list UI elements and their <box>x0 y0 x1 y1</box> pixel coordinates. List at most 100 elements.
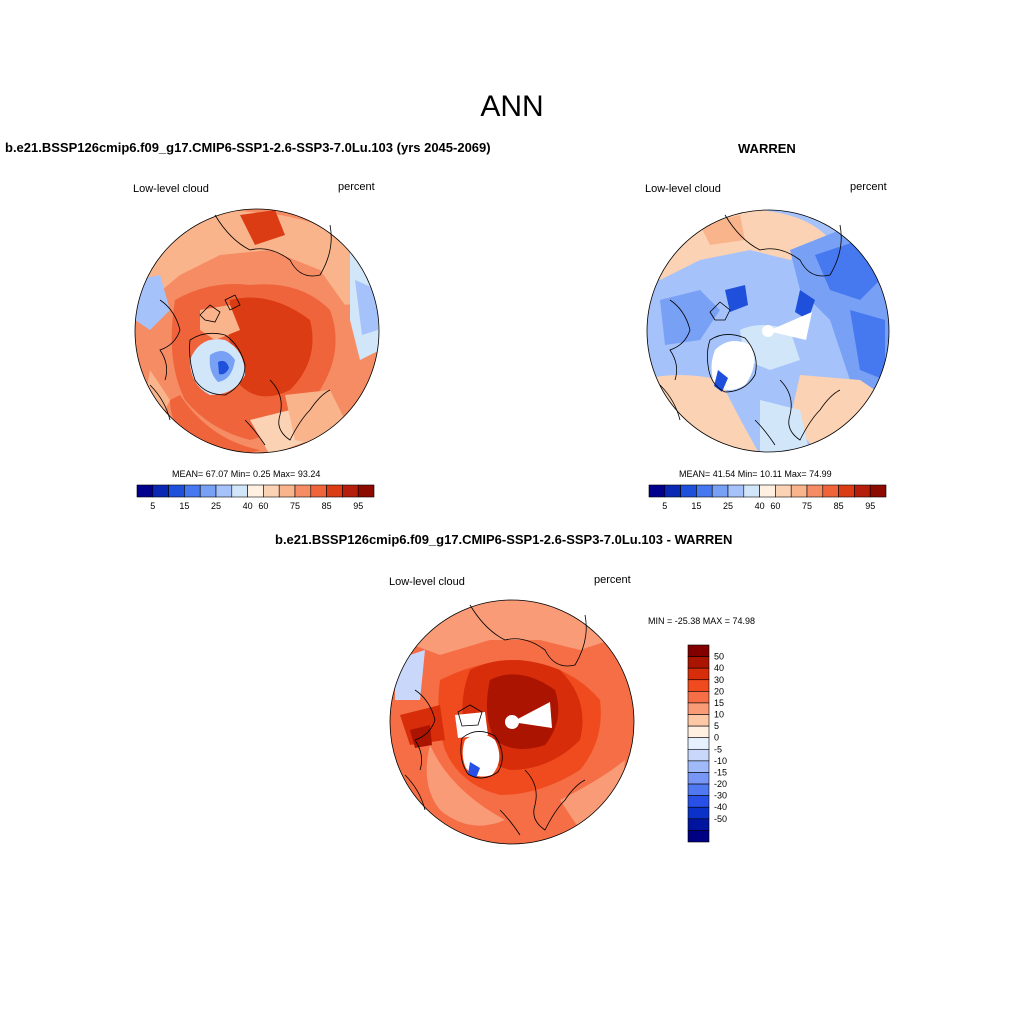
bottom-colorbar-tick-label: -20 <box>714 779 727 789</box>
right-colorbar-swatch <box>680 484 697 498</box>
bottom-stats: MIN = -25.38 MAX = 74.98 <box>648 616 756 626</box>
bottom-colorbar-swatch <box>687 806 710 820</box>
left-colorbar-tick-label: 25 <box>211 501 221 511</box>
right-colorbar-tick-label: 5 <box>662 501 667 511</box>
right-stats: MEAN= 41.54 Min= 10.11 Max= 74.99 <box>679 469 832 479</box>
left-panel-title: b.e21.BSSP126cmip6.f09_g17.CMIP6-SSP1-2.… <box>5 140 491 155</box>
bottom-variable-label: Low-level cloud <box>389 576 465 588</box>
left-colorbar-swatch <box>215 484 233 498</box>
left-colorbar-tick-label: 40 <box>243 501 253 511</box>
left-colorbar-swatch <box>310 484 327 498</box>
bottom-colorbar-swatch <box>687 667 710 681</box>
right-polar-map <box>647 210 889 452</box>
left-colorbar-tick-label: 5 <box>150 501 155 511</box>
right-colorbar-swatch <box>869 484 887 498</box>
bottom-colorbar-tick-label: 50 <box>714 652 724 662</box>
bottom-colorbar-swatch <box>687 783 710 796</box>
right-colorbar: 5 15 25 40 60 75 85 95 <box>648 484 887 511</box>
bottom-colorbar-tick-label: -30 <box>714 791 727 801</box>
right-colorbar-swatch <box>854 484 871 498</box>
right-colorbar-tick-label: 85 <box>834 501 844 511</box>
left-colorbar-tick-label: 85 <box>322 501 332 511</box>
right-colorbar-tick-label: 15 <box>691 501 701 511</box>
right-colorbar-swatch <box>711 484 729 498</box>
right-panel-title: WARREN <box>738 141 796 156</box>
left-colorbar-swatch <box>184 484 201 498</box>
left-colorbar-swatch <box>342 484 359 498</box>
bottom-colorbar-swatch <box>687 656 710 669</box>
left-colorbar-swatch <box>278 484 296 498</box>
right-colorbar-swatch <box>696 484 713 498</box>
left-colorbar-swatch <box>152 484 169 498</box>
bottom-colorbar-tick-label: 15 <box>714 698 724 708</box>
bottom-polar-map <box>390 600 634 844</box>
bottom-colorbar-tick-label: 20 <box>714 686 724 696</box>
left-colorbar-swatch <box>294 484 312 498</box>
left-colorbar-swatch <box>136 484 154 498</box>
bottom-colorbar-tick-label: -50 <box>714 814 727 824</box>
left-colorbar-swatch <box>199 484 217 498</box>
left-colorbar-tick-label: 75 <box>290 501 300 511</box>
right-map-boundary <box>646 209 890 453</box>
left-colorbar-tick-label: 15 <box>179 501 189 511</box>
right-colorbar-swatch <box>727 484 745 498</box>
bottom-colorbar-swatch <box>687 679 710 692</box>
right-colorbar-swatch <box>664 484 681 498</box>
bottom-colorbar-tick-label: -10 <box>714 756 727 766</box>
bottom-colorbar-tick-label: -40 <box>714 802 727 812</box>
left-stats: MEAN= 67.07 Min= 0.25 Max= 93.24 <box>172 469 321 479</box>
bottom-colorbar-tick-label: 0 <box>714 733 719 743</box>
left-colorbar-swatch <box>168 484 185 498</box>
bottom-colorbar-swatch <box>687 702 710 715</box>
right-colorbar-swatch <box>759 484 776 498</box>
right-colorbar-tick-label: 40 <box>755 501 765 511</box>
left-colorbar-swatch <box>231 484 248 498</box>
right-colorbar-swatch <box>775 484 792 498</box>
right-colorbar-tick-label: 60 <box>770 501 780 511</box>
left-polar-map <box>135 209 379 453</box>
bottom-colorbar-swatch <box>687 737 710 750</box>
right-colorbar-swatch <box>790 484 808 498</box>
right-colorbar-swatch <box>743 484 760 498</box>
bottom-panel-title: b.e21.BSSP126cmip6.f09_g17.CMIP6-SSP1-2.… <box>275 532 733 547</box>
bottom-map-boundary <box>389 599 635 845</box>
bottom-colorbar-swatch <box>687 760 710 773</box>
left-colorbar-tick-label: 95 <box>353 501 363 511</box>
bottom-colorbar-tick-label: 40 <box>714 663 724 673</box>
right-colorbar-swatch <box>648 484 666 498</box>
page-title: ANN <box>480 90 544 123</box>
right-variable-label: Low-level cloud <box>645 183 721 195</box>
right-colorbar-tick-label: 25 <box>723 501 733 511</box>
bottom-colorbar-swatch <box>687 748 710 762</box>
left-colorbar-swatch <box>247 484 264 498</box>
left-colorbar-swatch <box>326 484 343 498</box>
bottom-colorbar-swatch <box>687 795 710 808</box>
bottom-colorbar-swatch <box>687 818 710 831</box>
bottom-colorbar-tick-label: -5 <box>714 744 722 754</box>
bottom-colorbar-tick-label: 10 <box>714 710 724 720</box>
right-colorbar-tick-label: 75 <box>802 501 812 511</box>
right-units-label: percent <box>850 181 887 193</box>
left-colorbar: 5 15 25 40 60 75 85 95 <box>136 484 375 511</box>
bottom-colorbar-swatch <box>687 725 710 739</box>
right-colorbar-swatch <box>838 484 855 498</box>
right-colorbar-swatch <box>806 484 824 498</box>
bottom-units-label: percent <box>594 574 631 586</box>
bottom-colorbar-swatch <box>687 714 710 727</box>
right-colorbar-swatch <box>822 484 839 498</box>
left-units-label: percent <box>338 181 375 193</box>
left-colorbar-tick-label: 60 <box>258 501 268 511</box>
bottom-colorbar-swatch <box>687 772 710 785</box>
bottom-colorbar-swatch <box>687 830 710 843</box>
bottom-colorbar-tick-label: 5 <box>714 721 719 731</box>
bottom-colorbar-swatch <box>687 644 710 657</box>
left-colorbar-swatch <box>263 484 280 498</box>
bottom-colorbar-tick-label: -15 <box>714 767 727 777</box>
bottom-colorbar-tick-label: 30 <box>714 675 724 685</box>
left-variable-label: Low-level cloud <box>133 183 209 195</box>
left-map-boundary <box>134 208 380 454</box>
bottom-colorbar-swatch <box>687 691 710 704</box>
left-coastlines <box>149 214 332 446</box>
